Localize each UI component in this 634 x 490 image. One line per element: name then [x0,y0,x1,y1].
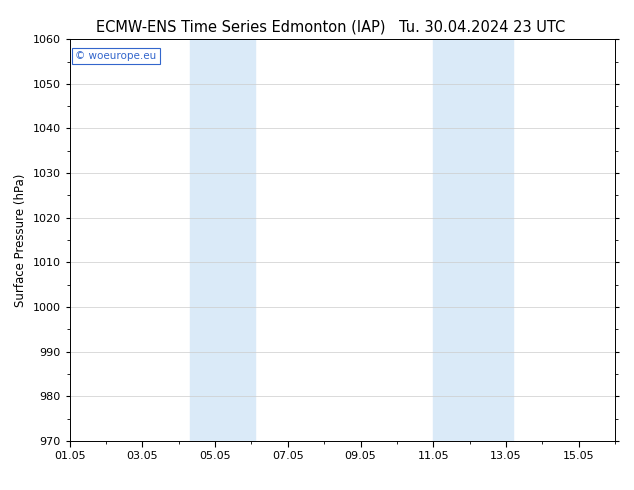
Text: ECMW-ENS Time Series Edmonton (IAP): ECMW-ENS Time Series Edmonton (IAP) [96,20,385,35]
Y-axis label: Surface Pressure (hPa): Surface Pressure (hPa) [14,173,27,307]
Text: © woeurope.eu: © woeurope.eu [75,51,157,61]
Bar [190,39,255,441]
Bar [433,39,513,441]
Text: Tu. 30.04.2024 23 UTC: Tu. 30.04.2024 23 UTC [399,20,565,35]
